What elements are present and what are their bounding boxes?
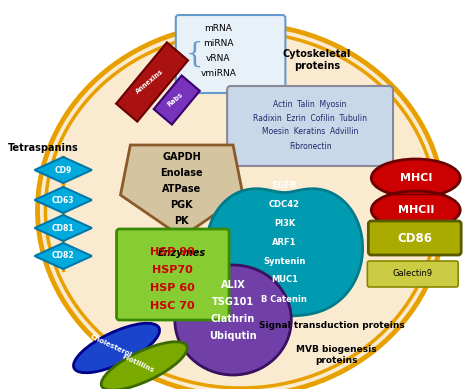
Text: CD81: CD81 bbox=[52, 224, 74, 233]
Polygon shape bbox=[120, 145, 243, 237]
Ellipse shape bbox=[371, 159, 460, 197]
Text: ATPase: ATPase bbox=[162, 184, 201, 194]
Text: Galectin9: Galectin9 bbox=[393, 270, 433, 279]
Polygon shape bbox=[35, 157, 92, 183]
Text: Syntenin: Syntenin bbox=[263, 256, 306, 266]
Text: CD63: CD63 bbox=[52, 196, 74, 205]
Ellipse shape bbox=[371, 191, 460, 229]
FancyBboxPatch shape bbox=[367, 261, 458, 287]
Ellipse shape bbox=[46, 32, 437, 388]
Polygon shape bbox=[206, 189, 363, 316]
Text: CDC42: CDC42 bbox=[269, 200, 300, 209]
Text: B Catenin: B Catenin bbox=[262, 294, 307, 303]
Text: Ubiqutin: Ubiqutin bbox=[209, 331, 257, 341]
Text: HSC 70: HSC 70 bbox=[151, 301, 195, 311]
FancyBboxPatch shape bbox=[176, 15, 285, 93]
FancyBboxPatch shape bbox=[368, 221, 461, 255]
Text: PGK: PGK bbox=[170, 200, 193, 210]
Text: Annexins: Annexins bbox=[135, 69, 165, 95]
Text: Enzymes: Enzymes bbox=[158, 248, 206, 258]
Text: vRNA: vRNA bbox=[206, 54, 230, 63]
Text: Tetraspanins: Tetraspanins bbox=[8, 143, 79, 153]
Ellipse shape bbox=[101, 342, 187, 389]
Text: Fibronectin: Fibronectin bbox=[289, 142, 331, 151]
Text: EGFR: EGFR bbox=[272, 180, 297, 189]
Text: PK: PK bbox=[174, 216, 189, 226]
Ellipse shape bbox=[73, 323, 160, 373]
Text: Signal transduction proteins: Signal transduction proteins bbox=[259, 321, 405, 329]
Text: TSG101: TSG101 bbox=[212, 297, 254, 307]
Polygon shape bbox=[116, 42, 188, 122]
Text: MHCI: MHCI bbox=[400, 173, 432, 183]
FancyBboxPatch shape bbox=[227, 86, 393, 166]
Text: ALIX: ALIX bbox=[221, 280, 246, 290]
Text: HSP 60: HSP 60 bbox=[150, 283, 195, 293]
Text: Radixin  Ezrin  Cofilin  Tubulin: Radixin Ezrin Cofilin Tubulin bbox=[253, 114, 367, 123]
Text: {: { bbox=[186, 40, 203, 68]
Text: Cholesterol: Cholesterol bbox=[89, 334, 132, 358]
Text: Actin  Talin  Myosin: Actin Talin Myosin bbox=[273, 100, 347, 109]
Text: CD86: CD86 bbox=[397, 231, 432, 245]
Ellipse shape bbox=[175, 265, 292, 375]
Text: Flotillins: Flotillins bbox=[121, 354, 155, 374]
Text: HSP 90: HSP 90 bbox=[150, 247, 195, 257]
Text: mRNA: mRNA bbox=[204, 23, 232, 33]
Text: MUC1: MUC1 bbox=[271, 275, 298, 284]
Text: Cytoskeletal
proteins: Cytoskeletal proteins bbox=[283, 49, 351, 71]
Polygon shape bbox=[35, 215, 92, 241]
Text: miRNA: miRNA bbox=[203, 39, 234, 47]
Text: MHCII: MHCII bbox=[398, 205, 434, 215]
Polygon shape bbox=[154, 75, 200, 124]
Text: vmiRNA: vmiRNA bbox=[201, 68, 236, 77]
Text: HSP70: HSP70 bbox=[153, 265, 193, 275]
Text: MVB biogenesis
proteins: MVB biogenesis proteins bbox=[296, 345, 377, 365]
Polygon shape bbox=[35, 187, 92, 213]
Ellipse shape bbox=[37, 24, 444, 389]
Text: CD82: CD82 bbox=[52, 252, 74, 261]
Text: Rabs: Rabs bbox=[166, 92, 184, 108]
Text: CD9: CD9 bbox=[55, 165, 72, 175]
Text: PI3K: PI3K bbox=[274, 219, 295, 228]
Text: ARF1: ARF1 bbox=[272, 238, 297, 247]
Polygon shape bbox=[35, 243, 92, 269]
Text: Moesin  Keratins  Advillin: Moesin Keratins Advillin bbox=[262, 128, 358, 137]
Text: GAPDH: GAPDH bbox=[162, 152, 201, 162]
Text: Clathrin: Clathrin bbox=[211, 314, 255, 324]
FancyBboxPatch shape bbox=[117, 229, 229, 320]
Text: Enolase: Enolase bbox=[160, 168, 203, 178]
